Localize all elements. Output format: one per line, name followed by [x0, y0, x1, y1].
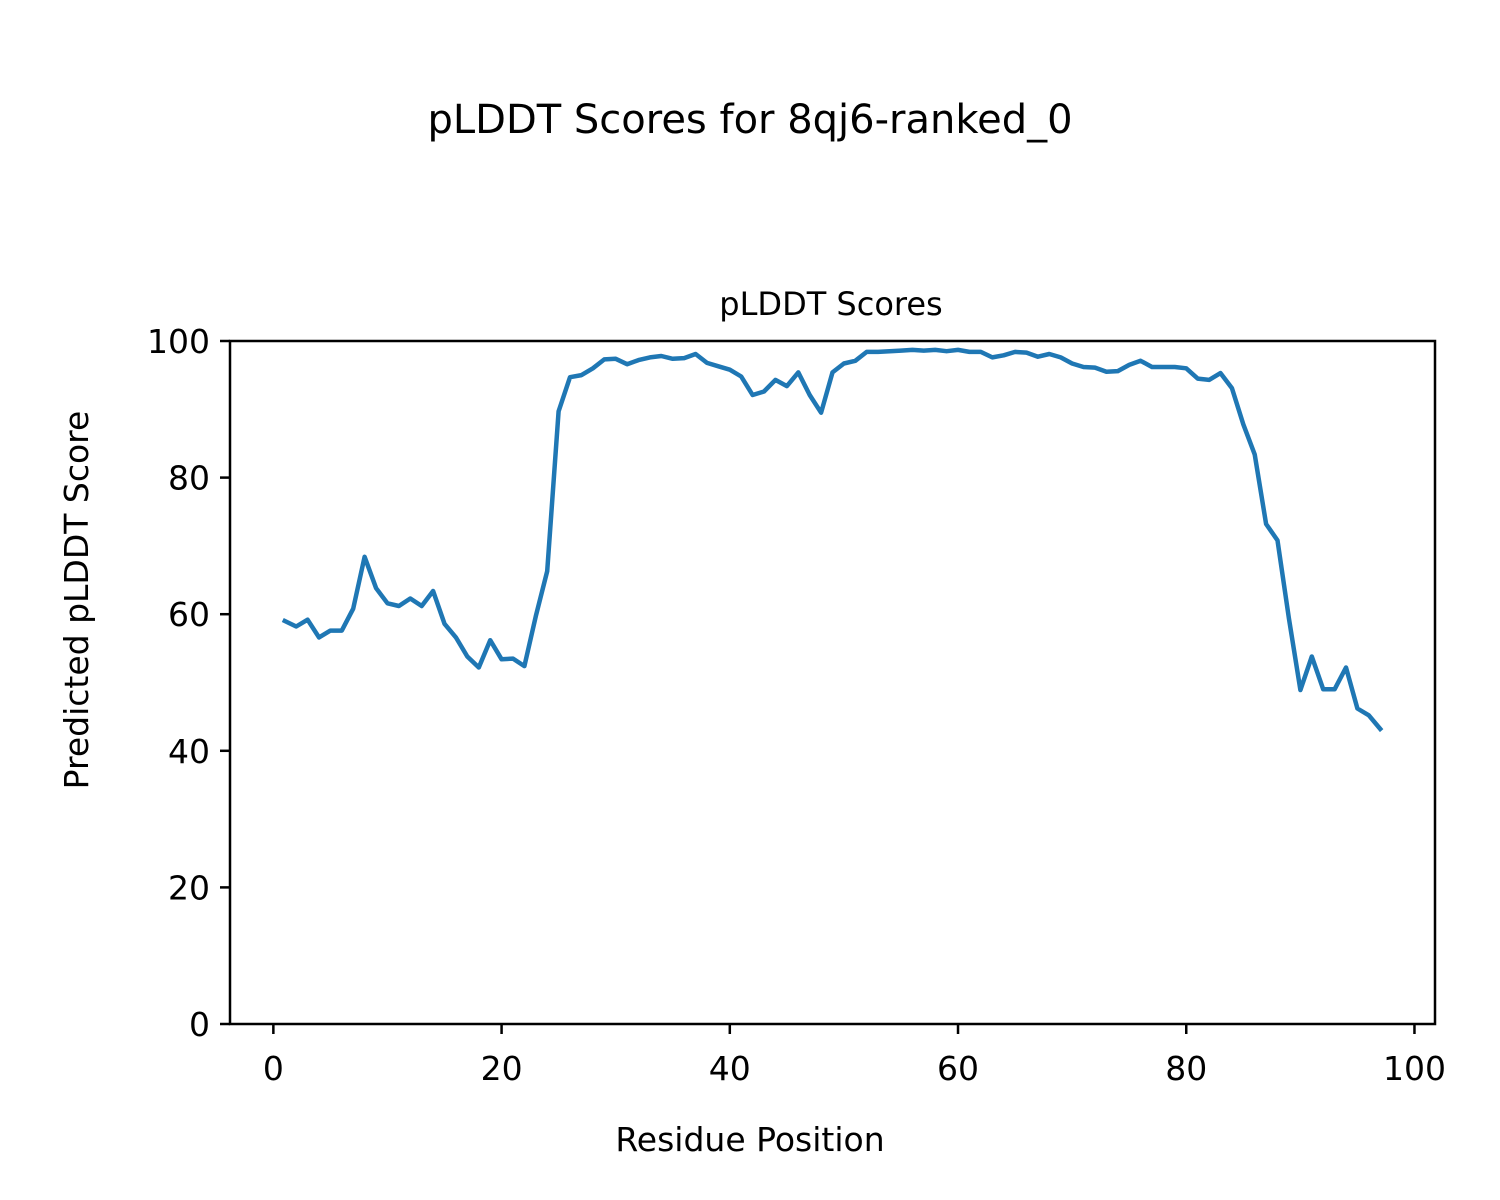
plddt-series-line	[281, 347, 1384, 733]
y-tick-label-20: 20	[168, 868, 210, 907]
plot-area: 0 20 40 60 80 100 0 20 40 60 80 100	[147, 322, 1446, 1088]
y-axis-label: Predicted pLDDT Score	[57, 411, 96, 790]
y-tick-label-60: 60	[168, 595, 210, 634]
plot-frame	[228, 339, 1437, 1026]
x-tick-label-60: 60	[937, 1049, 979, 1088]
y-tick-label-40: 40	[168, 732, 210, 771]
y-axis-ticks: 0 20 40 60 80 100	[147, 322, 230, 1044]
x-tick-label-20: 20	[481, 1049, 523, 1088]
x-tick-label-0: 0	[263, 1049, 284, 1088]
chart-title: pLDDT Scores	[719, 285, 942, 323]
x-tick-label-80: 80	[1165, 1049, 1207, 1088]
x-tick-label-100: 100	[1383, 1049, 1446, 1088]
x-axis-label: Residue Position	[615, 1120, 884, 1159]
y-tick-label-0: 0	[189, 1005, 210, 1044]
x-tick-label-40: 40	[709, 1049, 751, 1088]
x-axis-ticks: 0 20 40 60 80 100	[263, 1024, 1446, 1088]
y-tick-label-100: 100	[147, 322, 210, 361]
y-tick-label-80: 80	[168, 459, 210, 498]
figure-suptitle: pLDDT Scores for 8qj6-ranked_0	[427, 97, 1072, 143]
